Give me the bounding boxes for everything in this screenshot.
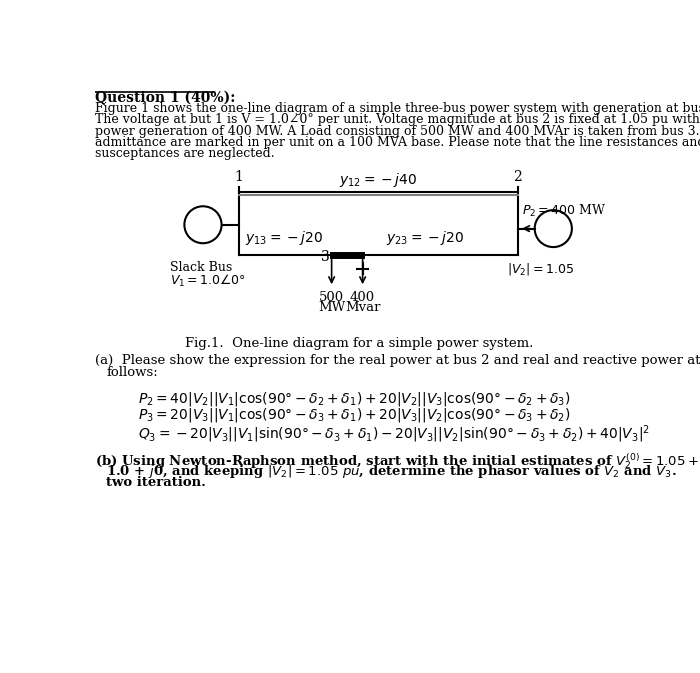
Text: 1: 1 — [234, 170, 243, 184]
Text: $y_{12} = -j40$: $y_{12} = -j40$ — [340, 170, 417, 188]
Text: $P_2 = 40|V_2||V_1|\cos(90° - \delta_2 + \delta_1) + 20|V_2||V_3|\cos(90° - \del: $P_2 = 40|V_2||V_1|\cos(90° - \delta_2 +… — [138, 390, 570, 408]
Text: $y_{13} = -j20$: $y_{13} = -j20$ — [245, 229, 323, 247]
Text: follows:: follows: — [106, 366, 158, 380]
Text: $P_2 = 400$ MW: $P_2 = 400$ MW — [522, 203, 606, 219]
Text: 1.0 + $j$0, and keeping $|V_2| = 1.05$ $pu$, determine the phasor values of $V_2: 1.0 + $j$0, and keeping $|V_2| = 1.05$ $… — [106, 464, 678, 481]
Text: MW: MW — [318, 301, 345, 314]
Text: Figure 1 shows the one-line diagram of a simple three-bus power system with gene: Figure 1 shows the one-line diagram of a… — [95, 102, 700, 115]
Text: (a)  Please show the expression for the real power at bus 2 and real and reactiv: (a) Please show the expression for the r… — [95, 354, 700, 367]
Text: $| V_2 |= 1.05$: $| V_2 |= 1.05$ — [507, 261, 574, 277]
Text: 400: 400 — [350, 291, 375, 304]
Text: $P_3 = 20|V_3||V_1|\cos(90° - \delta_3 + \delta_1) + 20|V_3||V_2|\cos(90° - \del: $P_3 = 20|V_3||V_1|\cos(90° - \delta_3 +… — [138, 406, 570, 425]
Text: 500: 500 — [319, 291, 344, 304]
Text: $V_1 = 1.0\angle 0°$: $V_1 = 1.0\angle 0°$ — [170, 273, 246, 289]
Text: two iteration.: two iteration. — [106, 476, 206, 489]
Text: The voltage at but 1 is V = 1.0∠0° per unit. Voltage magnitude at bus 2 is fixed: The voltage at but 1 is V = 1.0∠0° per u… — [95, 114, 700, 127]
Text: Fig.1.  One-line diagram for a simple power system.: Fig.1. One-line diagram for a simple pow… — [185, 337, 533, 350]
Text: Mvar: Mvar — [345, 301, 380, 314]
Text: (b) Using Newton-Raphson method, start with the initial estimates of $V_2^{(0)} : (b) Using Newton-Raphson method, start w… — [95, 451, 700, 471]
Text: Slack Bus: Slack Bus — [170, 261, 232, 274]
Text: susceptances are neglected.: susceptances are neglected. — [95, 147, 275, 160]
Text: 2: 2 — [513, 170, 522, 184]
Text: Question 1 (40%):: Question 1 (40%): — [95, 91, 236, 105]
Text: 3: 3 — [321, 250, 330, 264]
Text: $y_{23} = -j20$: $y_{23} = -j20$ — [386, 229, 463, 247]
Text: power generation of 400 MW. A Load consisting of 500 MW and 400 MVAr is taken fr: power generation of 400 MW. A Load consi… — [95, 125, 700, 138]
Text: admittance are marked in per unit on a 100 MVA base. Please note that the line r: admittance are marked in per unit on a 1… — [95, 136, 700, 149]
Text: $Q_3 = -20|V_3||V_1|\sin(90° - \delta_3+\delta_1) - 20|V_3||V_2|\sin(90° - \delt: $Q_3 = -20|V_3||V_1|\sin(90° - \delta_3+… — [138, 423, 650, 445]
